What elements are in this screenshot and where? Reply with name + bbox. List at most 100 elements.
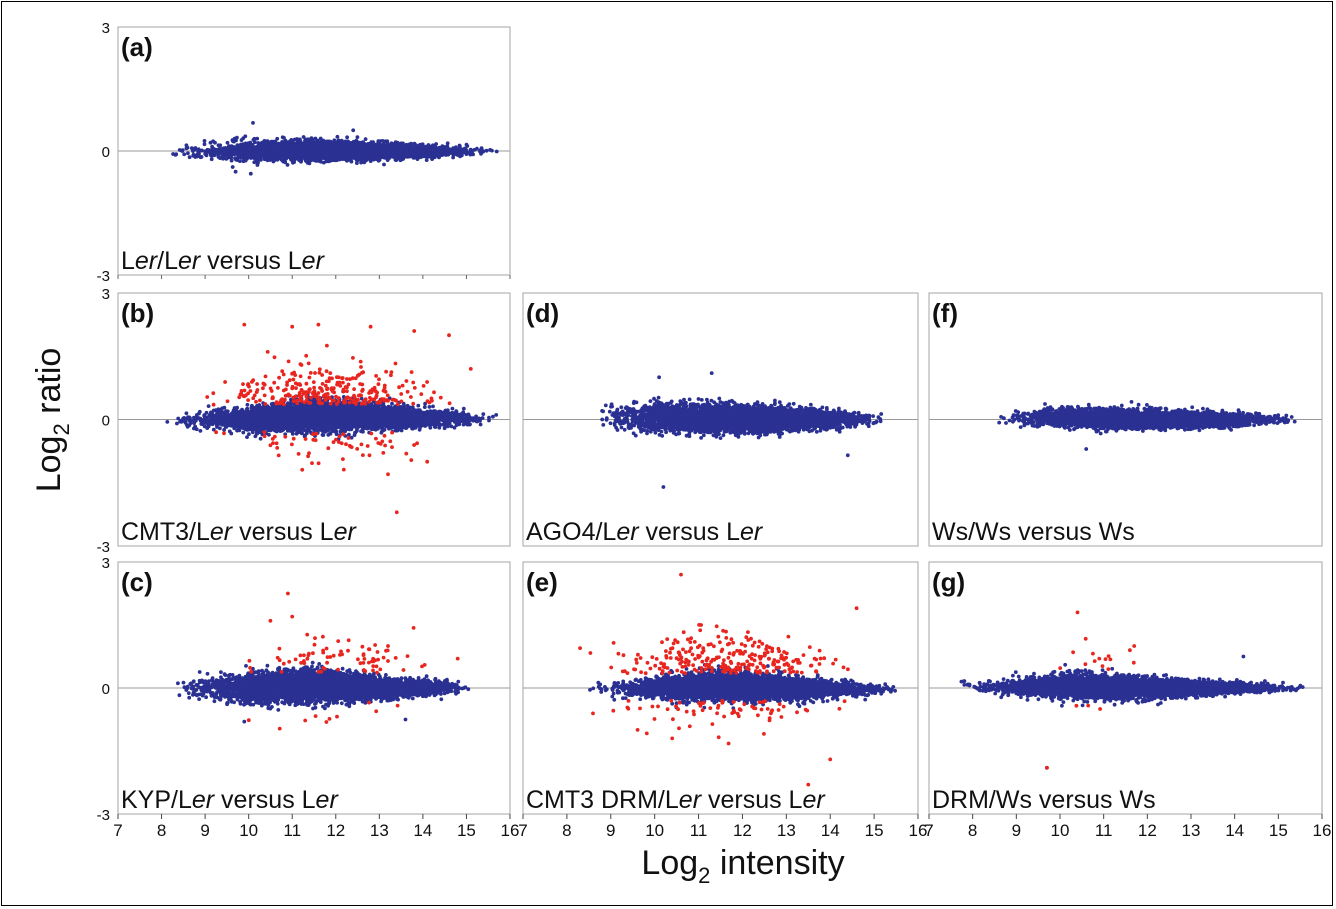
data-point: [328, 154, 332, 159]
data-point: [235, 135, 239, 140]
data-point: [342, 153, 347, 158]
data-point: [249, 144, 253, 149]
data-point: [416, 145, 421, 149]
data-point: [245, 153, 249, 158]
data-point: [484, 148, 489, 153]
data-point: [399, 149, 404, 153]
data-point: [262, 139, 267, 143]
data-point: [382, 151, 387, 156]
data-point: [451, 155, 455, 160]
data-point: [438, 152, 442, 157]
data-point: [277, 146, 282, 151]
data-point: [409, 142, 413, 147]
data-point: [457, 143, 462, 148]
data-point: [300, 155, 305, 160]
data-point: [478, 149, 482, 154]
data-point: [309, 157, 314, 162]
data-point: [374, 151, 379, 156]
data-point: [404, 148, 409, 153]
data-point: [462, 147, 467, 151]
data-point: [295, 139, 300, 144]
data-point: [305, 141, 310, 146]
data-point: [443, 146, 447, 151]
data-point: [336, 141, 341, 146]
data-point: [280, 140, 284, 144]
data-point: [255, 136, 260, 141]
data-point: [280, 135, 285, 140]
data-point: [370, 141, 375, 145]
data-point: [412, 141, 417, 146]
data-point: [318, 140, 323, 145]
data-point: [378, 151, 382, 156]
data-point: [285, 145, 289, 150]
data-point: [384, 154, 389, 159]
data-point: [251, 154, 256, 159]
data-point: [335, 134, 340, 139]
data-point: [247, 147, 252, 152]
data-point: [341, 148, 346, 153]
data-point: [283, 138, 288, 143]
data-point: [309, 154, 313, 158]
data-point: [376, 158, 381, 163]
data-point: [285, 163, 290, 167]
data-point: [304, 155, 309, 160]
data-point: [191, 153, 196, 158]
data-point: [287, 139, 292, 144]
data-point: [174, 152, 179, 157]
data-point: [350, 144, 355, 149]
data-point: [451, 149, 456, 153]
data-point: [275, 136, 280, 141]
data-point: [209, 157, 214, 162]
data-point: [479, 146, 484, 151]
data-point: [252, 149, 257, 153]
data-point: [207, 149, 211, 154]
data-point: [182, 152, 187, 157]
data-point: [197, 151, 201, 156]
data-point: [200, 148, 204, 153]
data-point: [228, 154, 232, 159]
data-point: [240, 145, 245, 150]
data-point: [221, 156, 226, 161]
data-point: [355, 157, 360, 161]
data-point: [430, 154, 435, 159]
data-point: [312, 147, 317, 152]
series-blue: [171, 121, 499, 176]
data-point: [370, 147, 375, 152]
data-point: [238, 159, 242, 164]
data-point: [272, 151, 277, 156]
data-point: [331, 151, 336, 155]
data-point: [186, 151, 190, 156]
data-point: [445, 141, 450, 146]
data-point: [420, 153, 425, 158]
data-point: [327, 148, 331, 153]
data-point: [213, 140, 217, 145]
data-point: [431, 143, 435, 148]
data-point: [272, 154, 277, 159]
data-point: [301, 148, 306, 153]
data-point: [256, 152, 261, 157]
data-point: [216, 153, 221, 157]
data-point: [460, 153, 464, 158]
data-point: [285, 154, 290, 159]
data-point: [187, 155, 192, 160]
data-point: [301, 143, 305, 148]
data-point: [382, 162, 386, 167]
data-point: [481, 149, 486, 154]
data-point: [229, 158, 234, 163]
data-point: [282, 149, 287, 154]
data-point: [349, 159, 354, 164]
data-point: [321, 154, 326, 159]
data-point: [388, 144, 393, 148]
data-point: [430, 148, 435, 153]
data-point: [353, 153, 358, 158]
data-point: [226, 150, 230, 155]
data-point: [288, 145, 293, 150]
data-point: [409, 149, 413, 154]
data-point: [277, 149, 281, 154]
data-point: [267, 149, 272, 154]
data-point: [232, 151, 237, 156]
data-point: [455, 153, 460, 157]
data-point: [208, 140, 213, 145]
data-point: [313, 158, 317, 163]
